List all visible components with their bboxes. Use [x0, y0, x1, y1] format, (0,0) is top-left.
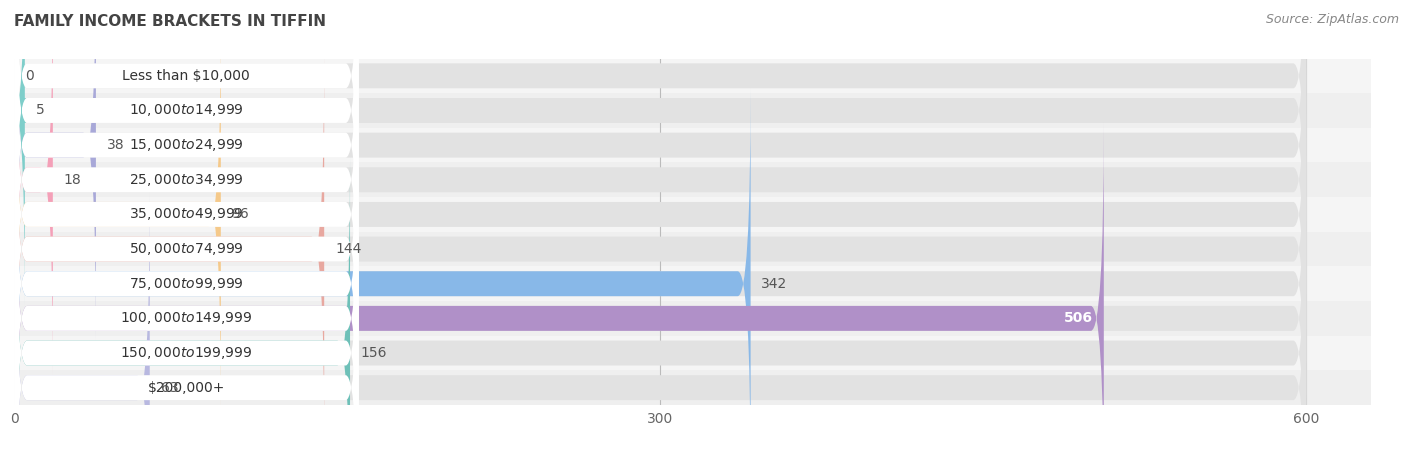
Text: 156: 156	[361, 346, 387, 360]
Bar	[14, 128, 1371, 162]
FancyBboxPatch shape	[14, 88, 359, 450]
Bar	[14, 370, 1371, 405]
Text: 144: 144	[335, 242, 361, 256]
Bar	[14, 58, 1371, 93]
FancyBboxPatch shape	[14, 123, 359, 450]
FancyBboxPatch shape	[14, 0, 1306, 341]
FancyBboxPatch shape	[14, 19, 1306, 410]
Text: 38: 38	[107, 138, 124, 152]
Text: 96: 96	[232, 207, 249, 221]
Text: 5: 5	[35, 104, 45, 117]
FancyBboxPatch shape	[14, 0, 1306, 271]
Text: $25,000 to $34,999: $25,000 to $34,999	[129, 172, 243, 188]
Bar	[14, 197, 1371, 232]
FancyBboxPatch shape	[11, 0, 27, 306]
Bar	[14, 266, 1371, 301]
FancyBboxPatch shape	[14, 192, 359, 450]
FancyBboxPatch shape	[14, 123, 1306, 450]
FancyBboxPatch shape	[14, 192, 1306, 450]
FancyBboxPatch shape	[14, 0, 1306, 306]
FancyBboxPatch shape	[14, 0, 359, 341]
FancyBboxPatch shape	[14, 158, 359, 450]
Text: 342: 342	[762, 277, 787, 291]
Text: 18: 18	[63, 173, 82, 187]
Bar	[14, 301, 1371, 336]
FancyBboxPatch shape	[14, 123, 1104, 450]
FancyBboxPatch shape	[14, 0, 53, 375]
FancyBboxPatch shape	[14, 19, 221, 410]
Text: Less than $10,000: Less than $10,000	[122, 69, 250, 83]
FancyBboxPatch shape	[14, 158, 1306, 450]
FancyBboxPatch shape	[14, 19, 359, 410]
FancyBboxPatch shape	[14, 158, 350, 450]
Bar	[14, 162, 1371, 197]
FancyBboxPatch shape	[14, 0, 359, 375]
FancyBboxPatch shape	[14, 54, 359, 445]
FancyBboxPatch shape	[14, 0, 359, 306]
Bar	[14, 93, 1371, 128]
Text: FAMILY INCOME BRACKETS IN TIFFIN: FAMILY INCOME BRACKETS IN TIFFIN	[14, 14, 326, 28]
Text: Source: ZipAtlas.com: Source: ZipAtlas.com	[1265, 14, 1399, 27]
FancyBboxPatch shape	[14, 0, 96, 341]
Text: $50,000 to $74,999: $50,000 to $74,999	[129, 241, 243, 257]
FancyBboxPatch shape	[14, 192, 150, 450]
Text: 506: 506	[1064, 311, 1092, 325]
FancyBboxPatch shape	[14, 54, 325, 445]
Text: $200,000+: $200,000+	[148, 381, 225, 395]
FancyBboxPatch shape	[14, 54, 1306, 445]
Bar	[14, 232, 1371, 266]
Text: $150,000 to $199,999: $150,000 to $199,999	[120, 345, 253, 361]
FancyBboxPatch shape	[14, 0, 1306, 375]
FancyBboxPatch shape	[14, 88, 751, 450]
FancyBboxPatch shape	[14, 88, 1306, 450]
Text: $100,000 to $149,999: $100,000 to $149,999	[120, 310, 253, 326]
Text: $75,000 to $99,999: $75,000 to $99,999	[129, 276, 243, 292]
FancyBboxPatch shape	[14, 0, 359, 271]
Text: $15,000 to $24,999: $15,000 to $24,999	[129, 137, 243, 153]
Text: 63: 63	[160, 381, 179, 395]
Bar	[14, 336, 1371, 370]
Text: 0: 0	[25, 69, 34, 83]
Text: $10,000 to $14,999: $10,000 to $14,999	[129, 103, 243, 118]
Text: $35,000 to $49,999: $35,000 to $49,999	[129, 207, 243, 222]
